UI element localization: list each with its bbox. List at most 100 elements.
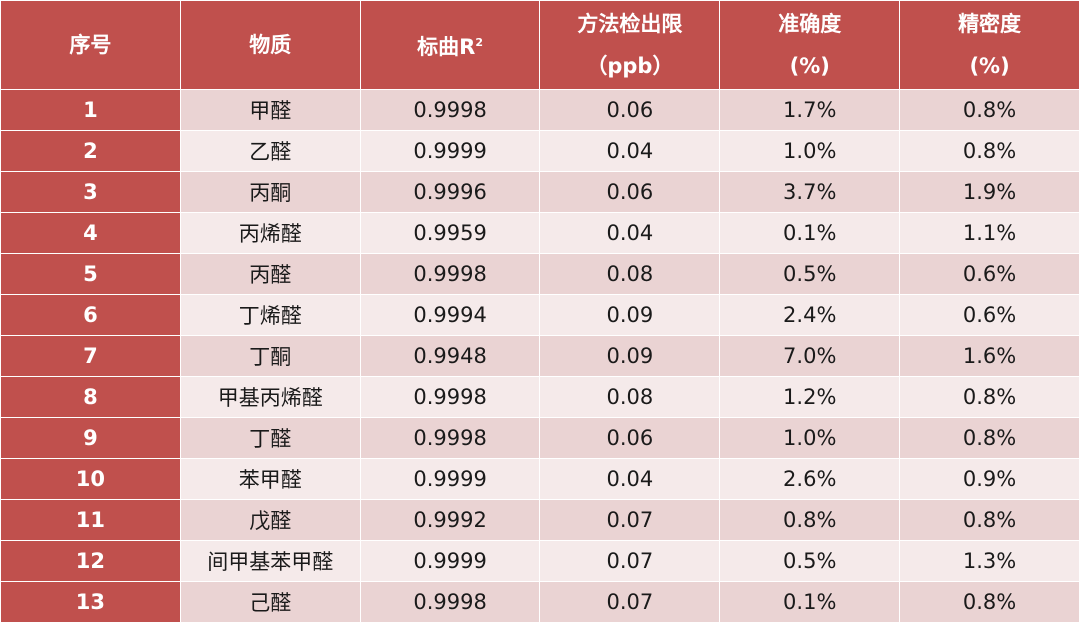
- table-row: 8 甲基丙烯醛 0.9998 0.08 1.2% 0.8%: [0, 376, 1080, 418]
- cell-r2: 0.9994: [359, 294, 541, 336]
- table-row: 3 丙酮 0.9996 0.06 3.7% 1.9%: [0, 171, 1080, 213]
- cell-detection-limit: 0.07: [539, 581, 721, 623]
- header-row: 序号 物质 标曲R2 方法检出限 （ppb） 准确度 (%) 精密度 (%): [0, 0, 1080, 90]
- cell-substance: 丙醛: [179, 253, 361, 295]
- cell-accuracy: 0.5%: [719, 253, 901, 295]
- header-text: 物质: [249, 33, 292, 57]
- cell-index: 8: [0, 376, 181, 418]
- cell-accuracy: 7.0%: [719, 335, 901, 377]
- table-row: 4 丙烯醛 0.9959 0.04 0.1% 1.1%: [0, 212, 1080, 254]
- cell-r2: 0.9999: [359, 130, 541, 172]
- cell-precision: 0.6%: [899, 294, 1080, 336]
- cell-detection-limit: 0.06: [539, 171, 721, 213]
- cell-accuracy: 0.8%: [719, 499, 901, 541]
- cell-r2: 0.9998: [359, 89, 541, 131]
- cell-index: 3: [0, 171, 181, 213]
- table-row: 12 间甲基苯甲醛 0.9999 0.07 0.5% 1.3%: [0, 540, 1080, 582]
- cell-precision: 1.9%: [899, 171, 1080, 213]
- cell-accuracy: 0.1%: [719, 212, 901, 254]
- cell-substance: 丁酮: [179, 335, 361, 377]
- cell-detection-limit: 0.07: [539, 540, 721, 582]
- cell-precision: 0.6%: [899, 253, 1080, 295]
- header-index: 序号: [0, 0, 181, 90]
- cell-substance: 丁醛: [179, 417, 361, 459]
- cell-accuracy: 1.2%: [719, 376, 901, 418]
- header-unit: (%): [969, 54, 1010, 78]
- cell-substance: 间甲基苯甲醛: [179, 540, 361, 582]
- table-row: 2 乙醛 0.9999 0.04 1.0% 0.8%: [0, 130, 1080, 172]
- header-text: 方法检出限: [577, 12, 683, 36]
- header-superscript: 2: [475, 36, 483, 49]
- cell-precision: 0.8%: [899, 499, 1080, 541]
- cell-index: 10: [0, 458, 181, 500]
- header-text: 标曲R: [417, 35, 476, 59]
- cell-precision: 1.3%: [899, 540, 1080, 582]
- cell-r2: 0.9999: [359, 540, 541, 582]
- cell-substance: 苯甲醛: [179, 458, 361, 500]
- cell-detection-limit: 0.09: [539, 294, 721, 336]
- table-body: 1 甲醛 0.9998 0.06 1.7% 0.8% 2 乙醛 0.9999 0.04 1.0% 0.…: [0, 89, 1080, 623]
- cell-r2: 0.9996: [359, 171, 541, 213]
- table-row: 11 戊醛 0.9992 0.07 0.8% 0.8%: [0, 499, 1080, 541]
- cell-index: 5: [0, 253, 181, 295]
- cell-index: 7: [0, 335, 181, 377]
- header-text: 准确度: [778, 12, 842, 36]
- cell-r2: 0.9948: [359, 335, 541, 377]
- table-row: 5 丙醛 0.9998 0.08 0.5% 0.6%: [0, 253, 1080, 295]
- header-detection-limit: 方法检出限 （ppb）: [539, 0, 721, 90]
- cell-accuracy: 1.0%: [719, 130, 901, 172]
- cell-r2: 0.9998: [359, 253, 541, 295]
- cell-r2: 0.9998: [359, 581, 541, 623]
- cell-precision: 0.8%: [899, 89, 1080, 131]
- cell-accuracy: 3.7%: [719, 171, 901, 213]
- cell-accuracy: 1.0%: [719, 417, 901, 459]
- cell-detection-limit: 0.07: [539, 499, 721, 541]
- header-r2: 标曲R2: [359, 0, 541, 90]
- cell-accuracy: 1.7%: [719, 89, 901, 131]
- table-row: 9 丁醛 0.9998 0.06 1.0% 0.8%: [0, 417, 1080, 459]
- cell-detection-limit: 0.04: [539, 130, 721, 172]
- cell-r2: 0.9992: [359, 499, 541, 541]
- table-row: 13 己醛 0.9998 0.07 0.1% 0.8%: [0, 581, 1080, 623]
- table-row: 6 丁烯醛 0.9994 0.09 2.4% 0.6%: [0, 294, 1080, 336]
- header-text: 序号: [69, 33, 112, 57]
- cell-substance: 己醛: [179, 581, 361, 623]
- cell-substance: 丁烯醛: [179, 294, 361, 336]
- cell-index: 6: [0, 294, 181, 336]
- cell-substance: 甲醛: [179, 89, 361, 131]
- cell-index: 1: [0, 89, 181, 131]
- cell-detection-limit: 0.06: [539, 89, 721, 131]
- cell-index: 2: [0, 130, 181, 172]
- cell-accuracy: 0.5%: [719, 540, 901, 582]
- cell-precision: 1.1%: [899, 212, 1080, 254]
- header-text: 精密度: [958, 12, 1022, 36]
- cell-index: 13: [0, 581, 181, 623]
- cell-precision: 0.8%: [899, 376, 1080, 418]
- cell-r2: 0.9959: [359, 212, 541, 254]
- cell-index: 4: [0, 212, 181, 254]
- cell-detection-limit: 0.08: [539, 253, 721, 295]
- cell-accuracy: 2.4%: [719, 294, 901, 336]
- cell-substance: 戊醛: [179, 499, 361, 541]
- cell-index: 12: [0, 540, 181, 582]
- cell-detection-limit: 0.09: [539, 335, 721, 377]
- header-unit: （ppb）: [586, 54, 674, 78]
- cell-precision: 1.6%: [899, 335, 1080, 377]
- cell-detection-limit: 0.08: [539, 376, 721, 418]
- cell-substance: 乙醛: [179, 130, 361, 172]
- cell-r2: 0.9998: [359, 376, 541, 418]
- table-row: 1 甲醛 0.9998 0.06 1.7% 0.8%: [0, 89, 1080, 131]
- table-row: 7 丁酮 0.9948 0.09 7.0% 1.6%: [0, 335, 1080, 377]
- header-substance: 物质: [179, 0, 361, 90]
- cell-detection-limit: 0.06: [539, 417, 721, 459]
- cell-index: 9: [0, 417, 181, 459]
- cell-substance: 丙酮: [179, 171, 361, 213]
- cell-index: 11: [0, 499, 181, 541]
- table-row: 10 苯甲醛 0.9999 0.04 2.6% 0.9%: [0, 458, 1080, 500]
- cell-r2: 0.9998: [359, 417, 541, 459]
- cell-accuracy: 2.6%: [719, 458, 901, 500]
- header-unit: (%): [789, 54, 830, 78]
- cell-precision: 0.8%: [899, 130, 1080, 172]
- header-precision: 精密度 (%): [899, 0, 1080, 90]
